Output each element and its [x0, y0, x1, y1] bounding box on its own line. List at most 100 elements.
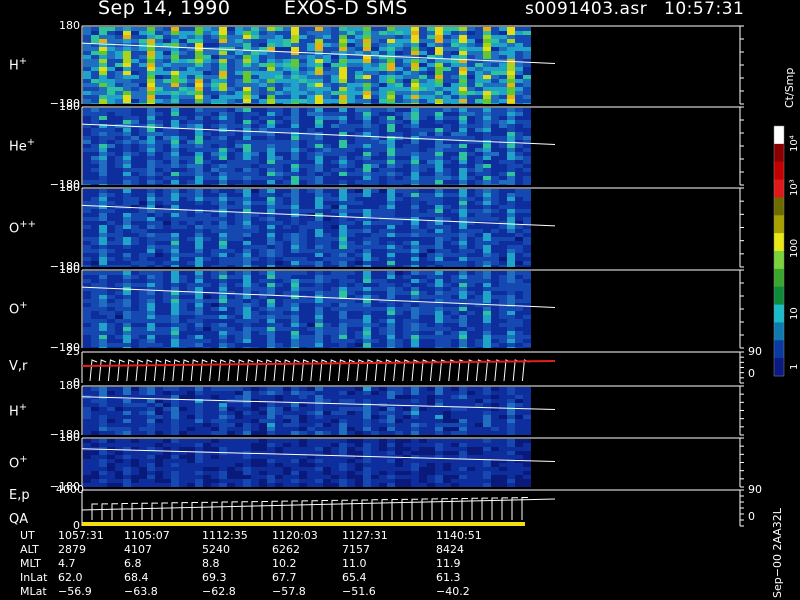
heatmap-cell	[523, 160, 531, 164]
heatmap-cell	[131, 99, 139, 103]
heatmap-cell	[171, 39, 179, 43]
heatmap-cell	[195, 431, 203, 435]
heatmap-cell	[403, 209, 411, 213]
heatmap-cell	[283, 112, 291, 116]
heatmap-cell	[203, 213, 211, 217]
heatmap-cell	[515, 217, 523, 221]
heatmap-cell	[355, 108, 363, 112]
heatmap-cell	[411, 148, 419, 152]
heatmap-cell	[523, 257, 531, 261]
heatmap-cell	[219, 287, 227, 291]
heatmap-cell	[115, 120, 123, 124]
heatmap-cell	[475, 257, 483, 261]
heatmap-cell	[259, 327, 267, 331]
heatmap-cell	[107, 108, 115, 112]
heatmap-cell	[251, 39, 259, 43]
heatmap-cell	[99, 257, 107, 261]
heatmap-cell	[123, 415, 131, 419]
heatmap-cell	[347, 83, 355, 87]
heatmap-cell	[371, 257, 379, 261]
heatmap-cell	[435, 47, 443, 51]
heatmap-cell	[171, 197, 179, 201]
heatmap-cell	[411, 315, 419, 319]
heatmap-cell	[347, 71, 355, 75]
heatmap-cell	[91, 257, 99, 261]
heatmap-cell	[307, 399, 315, 403]
heatmap-cell	[323, 287, 331, 291]
heatmap-cell	[315, 391, 323, 395]
heatmap-cell	[219, 315, 227, 319]
heatmap-cell	[179, 291, 187, 295]
heatmap-cell	[187, 307, 195, 311]
heatmap-cell	[211, 136, 219, 140]
heatmap-cell	[507, 132, 515, 136]
heatmap-cell	[275, 221, 283, 225]
heatmap-cell	[123, 99, 131, 103]
heatmap-cell	[523, 55, 531, 59]
heatmap-cell	[163, 144, 171, 148]
heatmap-cell	[251, 59, 259, 63]
heatmap-cell	[123, 176, 131, 180]
heatmap-cell	[203, 184, 211, 185]
heatmap-cell	[179, 391, 187, 395]
heatmap-cell	[507, 295, 515, 299]
heatmap-cell	[427, 128, 435, 132]
heatmap-cell	[363, 229, 371, 233]
heatmap-cell	[491, 75, 499, 79]
heatmap-cell	[355, 261, 363, 265]
heatmap-cell	[147, 132, 155, 136]
heatmap-cell	[203, 79, 211, 83]
heatmap-cell	[435, 197, 443, 201]
heatmap-cell	[251, 172, 259, 176]
heatmap-cell	[155, 229, 163, 233]
heatmap-cell	[299, 331, 307, 335]
heatmap-cell	[451, 299, 459, 303]
heatmap-cell	[459, 253, 467, 257]
heatmap-cell	[395, 79, 403, 83]
heatmap-cell	[403, 265, 411, 267]
velocity-sweep	[374, 359, 383, 382]
heatmap-cell	[475, 275, 483, 279]
heatmap-cell	[483, 51, 491, 55]
heatmap-cell	[307, 152, 315, 156]
heatmap-cell	[483, 136, 491, 140]
heatmap-cell	[347, 407, 355, 411]
heatmap-cell	[315, 431, 323, 435]
heatmap-cell	[403, 87, 411, 91]
heatmap-cell	[259, 323, 267, 327]
heatmap-cell	[443, 327, 451, 331]
heatmap-cell	[355, 83, 363, 87]
heatmap-cell	[299, 419, 307, 423]
heatmap-cell	[131, 79, 139, 83]
heatmap-cell	[251, 136, 259, 140]
heatmap-cell	[451, 148, 459, 152]
heatmap-cell	[419, 120, 427, 124]
heatmap-cell	[427, 112, 435, 116]
heatmap-cell	[339, 39, 347, 43]
heatmap-cell	[259, 59, 267, 63]
heatmap-cell	[443, 287, 451, 291]
heatmap-cell	[291, 128, 299, 132]
heatmap-cell	[251, 164, 259, 168]
heatmap-cell	[211, 245, 219, 249]
heatmap-cell	[307, 108, 315, 112]
heatmap-cell	[131, 387, 139, 391]
heatmap-cell	[435, 213, 443, 217]
heatmap-cell	[443, 291, 451, 295]
heatmap-cell	[83, 120, 91, 124]
heatmap-cell	[371, 140, 379, 144]
velocity-sweep	[282, 359, 291, 382]
heatmap-cell	[419, 47, 427, 51]
heatmap-cell	[155, 91, 163, 95]
heatmap-cell	[507, 233, 515, 237]
heatmap-cell	[315, 47, 323, 51]
heatmap-cell	[387, 307, 395, 311]
heatmap-cell	[403, 144, 411, 148]
heatmap-cell	[243, 299, 251, 303]
heatmap-cell	[107, 303, 115, 307]
heatmap-cell	[155, 27, 163, 31]
heatmap-cell	[131, 184, 139, 185]
heatmap-cell	[267, 225, 275, 229]
heatmap-cell	[363, 148, 371, 152]
heatmap-cell	[235, 331, 243, 335]
